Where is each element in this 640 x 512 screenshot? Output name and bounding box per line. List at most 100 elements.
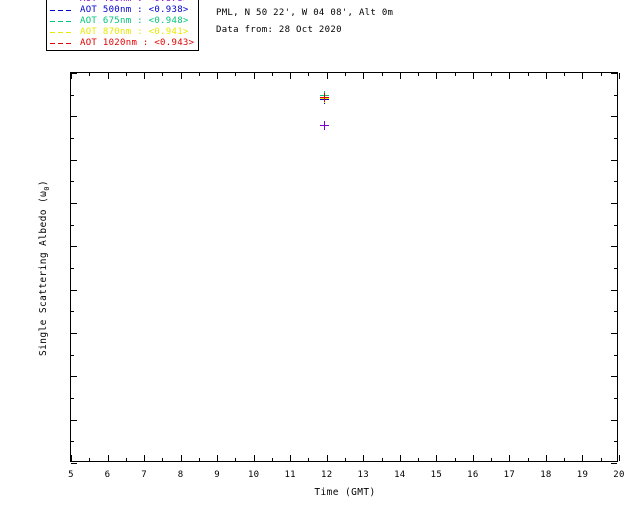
y-tick-mark bbox=[611, 289, 617, 291]
x-tick-mark bbox=[217, 73, 219, 79]
x-tick-label: 7 bbox=[141, 470, 147, 480]
x-tick-label: 19 bbox=[576, 470, 589, 480]
x-minor-tick-mark bbox=[308, 458, 310, 461]
y-tick-mark bbox=[71, 73, 77, 74]
x-tick-mark bbox=[180, 73, 182, 79]
x-tick-mark bbox=[545, 73, 547, 79]
y-minor-tick-mark bbox=[614, 138, 617, 139]
y-minor-tick-mark bbox=[71, 138, 74, 139]
y-minor-tick-mark bbox=[614, 441, 617, 443]
x-tick-mark bbox=[217, 455, 219, 461]
y-minor-tick-mark bbox=[614, 398, 617, 399]
plot-area: 1.00.90.80.70.60.50.40.30.20.1 567891011… bbox=[38, 72, 624, 498]
x-tick-mark bbox=[436, 73, 438, 79]
x-tick-label: 17 bbox=[503, 470, 516, 480]
x-minor-tick-mark bbox=[345, 73, 346, 76]
x-tick-mark bbox=[180, 455, 182, 461]
x-tick-mark bbox=[326, 455, 328, 461]
y-minor-tick-mark bbox=[71, 354, 74, 356]
x-minor-tick-mark bbox=[381, 458, 383, 461]
x-tick-label: 6 bbox=[104, 470, 111, 480]
legend: AOT 400nm : <0.878> AOT 500nm : <0.938> … bbox=[46, 0, 200, 51]
data-point-marker bbox=[320, 121, 330, 131]
data-point-marker bbox=[320, 93, 330, 103]
x-axis-title: Time (GMT) bbox=[314, 487, 376, 498]
y-tick-mark bbox=[611, 73, 617, 74]
x-minor-tick-mark bbox=[600, 458, 602, 461]
x-tick-mark bbox=[399, 455, 401, 461]
y-tick-mark bbox=[71, 116, 77, 118]
x-tick-mark bbox=[509, 455, 511, 461]
x-minor-tick-mark bbox=[162, 458, 164, 461]
x-tick-mark bbox=[363, 73, 365, 79]
x-minor-tick-mark bbox=[125, 73, 127, 76]
x-tick-label: 8 bbox=[177, 470, 184, 480]
x-tick-label: 14 bbox=[394, 470, 406, 480]
x-tick-mark bbox=[436, 455, 438, 461]
x-minor-tick-mark bbox=[162, 73, 164, 76]
x-tick-mark bbox=[144, 455, 146, 461]
x-minor-tick-mark bbox=[381, 73, 383, 76]
y-tick-mark bbox=[611, 159, 617, 161]
x-tick-mark bbox=[582, 73, 584, 79]
y-minor-tick-mark bbox=[71, 268, 74, 269]
x-tick-mark bbox=[253, 455, 255, 461]
y-axis-title: Single Scattering Albedo (ω0) bbox=[37, 73, 51, 463]
x-tick-mark bbox=[619, 455, 620, 461]
x-minor-tick-mark bbox=[454, 458, 456, 461]
y-tick-mark bbox=[71, 419, 77, 421]
x-tick-mark bbox=[472, 73, 474, 79]
legend-item-1020nm: AOT 1020nm : <0.943> bbox=[50, 38, 194, 49]
legend-label-675nm: AOT 675nm : <0.948> bbox=[80, 16, 189, 26]
x-tick-mark bbox=[71, 455, 72, 461]
y-tick-mark bbox=[71, 376, 77, 378]
x-tick-label: 15 bbox=[430, 470, 443, 480]
x-tick-mark bbox=[107, 455, 109, 461]
x-minor-tick-mark bbox=[600, 73, 602, 76]
legend-item-500nm: AOT 500nm : <0.938> bbox=[50, 5, 194, 16]
x-tick-mark bbox=[509, 73, 511, 79]
x-minor-tick-mark bbox=[418, 73, 420, 76]
y-axis-omega-symbol: ω bbox=[38, 190, 49, 197]
x-tick-label: 11 bbox=[284, 470, 296, 480]
x-tick-mark bbox=[399, 73, 401, 79]
y-tick-mark bbox=[611, 246, 617, 248]
x-tick-mark bbox=[144, 73, 146, 79]
y-minor-tick-mark bbox=[614, 224, 617, 226]
legend-line-swatch-1020nm bbox=[50, 43, 74, 44]
x-minor-tick-mark bbox=[491, 458, 493, 461]
x-minor-tick-mark bbox=[198, 73, 200, 76]
y-minor-tick-mark bbox=[71, 441, 74, 443]
x-tick-mark bbox=[545, 455, 547, 461]
x-tick-label: 9 bbox=[214, 470, 220, 480]
x-minor-tick-mark bbox=[125, 458, 127, 461]
site-location-line: PML, N 50 22', W 04 08', Alt 0m bbox=[216, 8, 394, 18]
legend-label-870nm: AOT 870nm : <0.941> bbox=[80, 27, 189, 37]
legend-line-swatch-870nm bbox=[50, 32, 74, 33]
x-tick-label: 20 bbox=[613, 470, 625, 480]
x-tick-label: 12 bbox=[321, 470, 333, 480]
x-tick-label: 13 bbox=[357, 470, 369, 480]
y-minor-tick-mark bbox=[71, 181, 74, 183]
x-tick-mark bbox=[290, 73, 292, 79]
y-axis-title-text: Single Scattering Albedo ( bbox=[38, 196, 49, 356]
x-minor-tick-mark bbox=[308, 73, 310, 76]
y-minor-tick-mark bbox=[614, 354, 617, 356]
y-tick-mark bbox=[611, 333, 617, 334]
y-minor-tick-mark bbox=[71, 398, 74, 399]
data-date-line: Data from: 28 Oct 2020 bbox=[216, 25, 342, 35]
x-minor-tick-mark bbox=[345, 458, 346, 461]
x-tick-mark bbox=[71, 73, 72, 79]
y-minor-tick-mark bbox=[71, 94, 74, 96]
legend-item-870nm: AOT 870nm : <0.941> bbox=[50, 27, 194, 38]
x-minor-tick-mark bbox=[235, 73, 237, 76]
x-tick-mark bbox=[582, 455, 584, 461]
legend-label-400nm: AOT 400nm : <0.878> bbox=[80, 0, 189, 5]
x-tick-label: 18 bbox=[540, 470, 552, 480]
y-tick-mark bbox=[71, 159, 77, 161]
x-minor-tick-mark bbox=[198, 458, 200, 461]
y-minor-tick-mark bbox=[614, 268, 617, 269]
legend-label-1020nm: AOT 1020nm : <0.943> bbox=[80, 38, 195, 48]
y-tick-mark bbox=[611, 203, 617, 204]
y-axis-omega-subscript: 0 bbox=[42, 186, 51, 191]
